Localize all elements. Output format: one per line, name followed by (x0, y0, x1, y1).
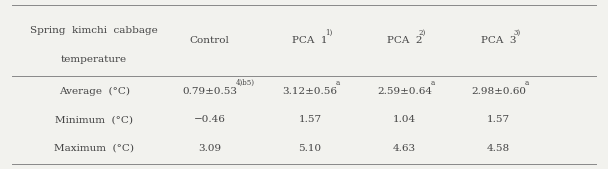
Text: PCA  3: PCA 3 (481, 36, 516, 45)
Text: 2.98±0.60: 2.98±0.60 (471, 87, 526, 96)
Text: Spring  kimchi  cabbage: Spring kimchi cabbage (30, 26, 158, 35)
Text: 4)b5): 4)b5) (236, 79, 255, 87)
Text: 2.59±0.64: 2.59±0.64 (377, 87, 432, 96)
Text: 3.09: 3.09 (198, 144, 221, 153)
Text: Minimum  (°C): Minimum (°C) (55, 115, 133, 125)
Text: 2): 2) (419, 29, 426, 37)
Text: a: a (430, 79, 435, 87)
Text: −0.46: −0.46 (194, 115, 226, 125)
Text: PCA  2: PCA 2 (387, 36, 422, 45)
Text: 4.58: 4.58 (487, 144, 510, 153)
Text: 4.63: 4.63 (393, 144, 416, 153)
Text: 0.79±0.53: 0.79±0.53 (182, 87, 237, 96)
Text: 1.57: 1.57 (487, 115, 510, 125)
Text: 1.04: 1.04 (393, 115, 416, 125)
Text: PCA  1: PCA 1 (292, 36, 328, 45)
Text: Average  (°C): Average (°C) (59, 87, 130, 96)
Text: temperature: temperature (61, 55, 127, 64)
Text: 3): 3) (513, 29, 520, 37)
Text: 5.10: 5.10 (299, 144, 322, 153)
Text: a: a (336, 79, 340, 87)
Text: 3.12±0.56: 3.12±0.56 (283, 87, 337, 96)
Text: 1): 1) (325, 29, 332, 37)
Text: a: a (525, 79, 529, 87)
Text: Maximum  (°C): Maximum (°C) (54, 144, 134, 153)
Text: Control: Control (190, 36, 230, 45)
Text: 1.57: 1.57 (299, 115, 322, 125)
